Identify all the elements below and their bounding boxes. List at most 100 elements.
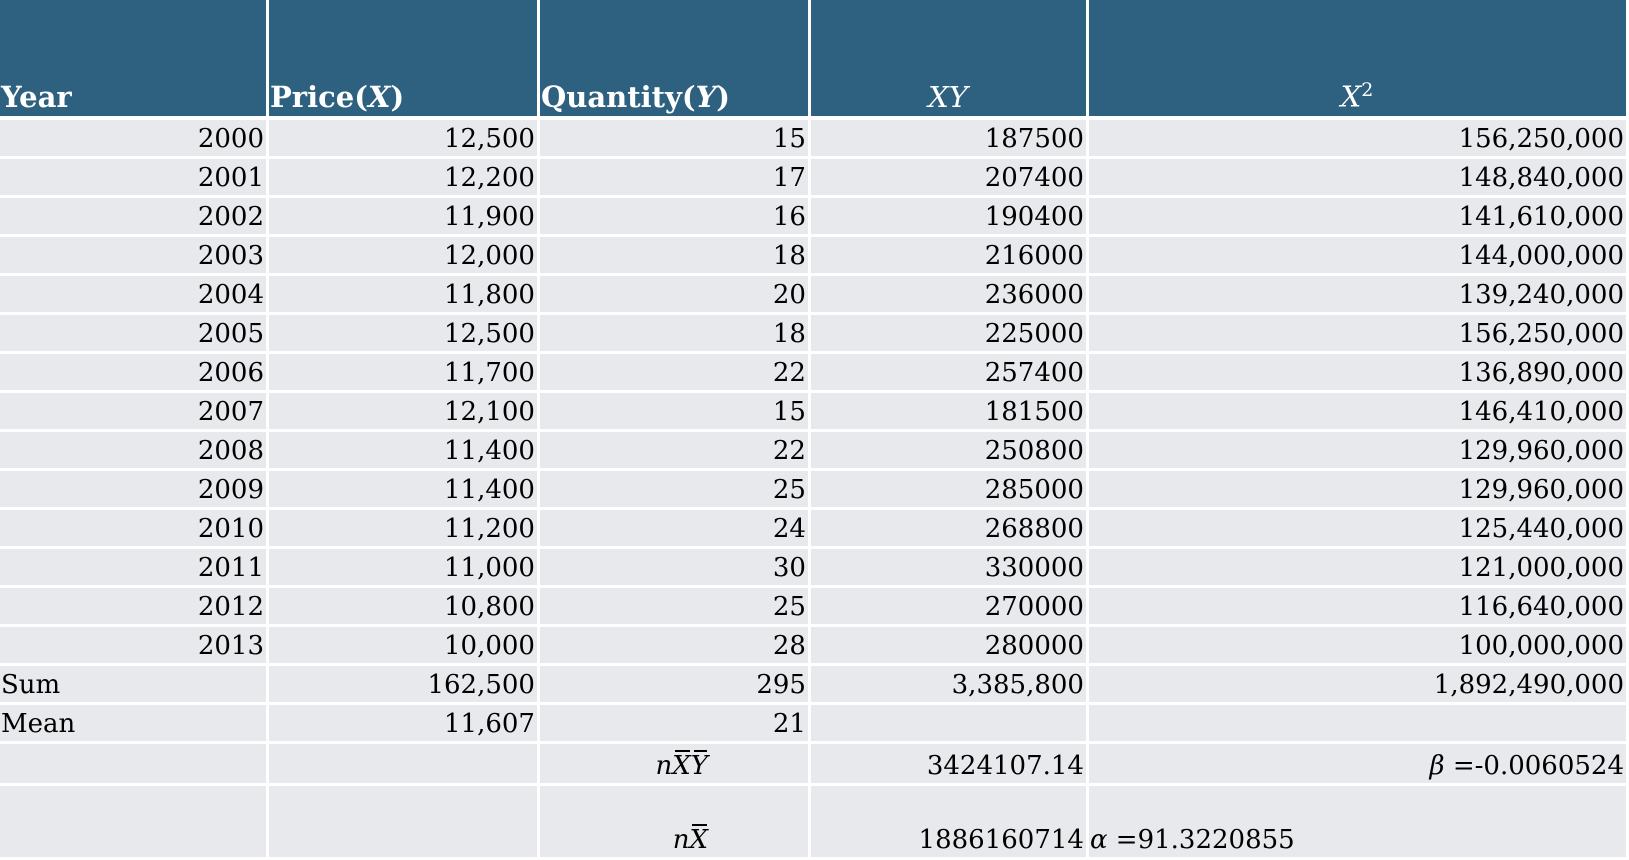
x-squared-cell[interactable]: 121,000,000 [1088,549,1629,588]
x-squared-cell[interactable]: 129,960,000 [1088,432,1629,471]
x-squared-cell[interactable]: 129,960,000 [1088,471,1629,510]
xy-cell[interactable]: 181500 [810,393,1089,432]
sum-x-squared-cell[interactable]: 1,892,490,000 [1088,666,1629,705]
table-row: 2004 11,800 20 236000 139,240,000 [0,276,1629,315]
x-squared-cell[interactable]: 156,250,000 [1088,315,1629,354]
table-row: 2008 11,400 22 250800 129,960,000 [0,432,1629,471]
year-cell[interactable]: 2013 [0,627,269,666]
year-cell[interactable]: 2002 [0,198,269,237]
mean-quantity-cell[interactable]: 21 [539,705,811,744]
price-cell[interactable]: 10,800 [268,588,540,627]
price-cell[interactable]: 11,700 [268,354,540,393]
header-xy[interactable]: XY [810,0,1089,120]
price-cell[interactable]: 12,200 [268,159,540,198]
x-squared-cell[interactable]: 136,890,000 [1088,354,1629,393]
year-cell[interactable]: 2000 [0,120,269,159]
year-cell[interactable]: 2006 [0,354,269,393]
quantity-cell[interactable]: 28 [539,627,811,666]
year-cell[interactable]: 2005 [0,315,269,354]
price-cell[interactable]: 12,500 [268,315,540,354]
xy-cell[interactable]: 216000 [810,237,1089,276]
xy-cell[interactable]: 250800 [810,432,1089,471]
x-squared-cell[interactable]: 146,410,000 [1088,393,1629,432]
quantity-cell[interactable]: 24 [539,510,811,549]
price-cell[interactable]: 11,900 [268,198,540,237]
xy-cell[interactable]: 190400 [810,198,1089,237]
xy-cell[interactable]: 330000 [810,549,1089,588]
quantity-cell[interactable]: 30 [539,549,811,588]
x-squared-cell[interactable]: 144,000,000 [1088,237,1629,276]
empty-cell[interactable] [268,786,540,860]
mean-x-squared-cell[interactable] [1088,705,1629,744]
mean-xy-cell[interactable] [810,705,1089,744]
xy-cell[interactable]: 270000 [810,588,1089,627]
x-squared-cell[interactable]: 141,610,000 [1088,198,1629,237]
empty-cell[interactable] [268,744,540,786]
quantity-cell[interactable]: 25 [539,588,811,627]
year-cell[interactable]: 2012 [0,588,269,627]
quantity-cell[interactable]: 22 [539,354,811,393]
x-squared-cell[interactable]: 148,840,000 [1088,159,1629,198]
xy-cell[interactable]: 187500 [810,120,1089,159]
year-cell[interactable]: 2004 [0,276,269,315]
header-x-squared[interactable]: X2 [1088,0,1629,120]
price-cell[interactable]: 11,200 [268,510,540,549]
quantity-cell[interactable]: 15 [539,393,811,432]
empty-cell[interactable] [0,744,269,786]
x-squared-cell[interactable]: 125,440,000 [1088,510,1629,549]
xy-cell[interactable]: 280000 [810,627,1089,666]
table-row: 2007 12,100 15 181500 146,410,000 [0,393,1629,432]
year-cell[interactable]: 2001 [0,159,269,198]
xy-cell[interactable]: 285000 [810,471,1089,510]
year-cell[interactable]: 2009 [0,471,269,510]
year-cell[interactable]: 2007 [0,393,269,432]
year-cell[interactable]: 2010 [0,510,269,549]
quantity-cell[interactable]: 20 [539,276,811,315]
header-quantity[interactable]: Quantity(Y) [539,0,811,120]
quantity-cell[interactable]: 22 [539,432,811,471]
header-price[interactable]: Price(X) [268,0,540,120]
table-row: 2013 10,000 28 280000 100,000,000 [0,627,1629,666]
price-cell[interactable]: 11,400 [268,432,540,471]
quantity-cell[interactable]: 15 [539,120,811,159]
x-squared-cell[interactable]: 156,250,000 [1088,120,1629,159]
empty-cell[interactable] [0,786,269,860]
x-squared-cell[interactable]: 139,240,000 [1088,276,1629,315]
sum-label[interactable]: Sum [0,666,269,705]
xy-cell[interactable]: 257400 [810,354,1089,393]
price-cell[interactable]: 12,500 [268,120,540,159]
xy-cell[interactable]: 236000 [810,276,1089,315]
quantity-cell[interactable]: 17 [539,159,811,198]
x-squared-cell[interactable]: 116,640,000 [1088,588,1629,627]
price-cell[interactable]: 11,800 [268,276,540,315]
header-year[interactable]: Year [0,0,269,120]
sum-xy-cell[interactable]: 3,385,800 [810,666,1089,705]
price-cell[interactable]: 12,100 [268,393,540,432]
price-cell[interactable]: 11,400 [268,471,540,510]
year-cell[interactable]: 2008 [0,432,269,471]
price-cell[interactable]: 11,000 [268,549,540,588]
quantity-cell[interactable]: 16 [539,198,811,237]
xy-cell[interactable]: 268800 [810,510,1089,549]
mean-price-cell[interactable]: 11,607 [268,705,540,744]
alpha-cell[interactable]: α =91.3220855 [1088,786,1629,860]
sum-quantity-cell[interactable]: 295 [539,666,811,705]
year-cell[interactable]: 2003 [0,237,269,276]
xy-cell[interactable]: 225000 [810,315,1089,354]
price-cell[interactable]: 12,000 [268,237,540,276]
xy-cell[interactable]: 207400 [810,159,1089,198]
quantity-cell[interactable]: 18 [539,315,811,354]
quantity-cell[interactable]: 18 [539,237,811,276]
beta-cell[interactable]: β =-0.0060524 [1088,744,1629,786]
n-xbar-label[interactable]: nX [539,786,811,860]
n-xbar-ybar-value[interactable]: 3424107.14 [810,744,1089,786]
price-cell[interactable]: 10,000 [268,627,540,666]
sum-price-cell[interactable]: 162,500 [268,666,540,705]
n-xbar-value[interactable]: 1886160714 [810,786,1089,860]
quantity-cell[interactable]: 25 [539,471,811,510]
x-squared-cell[interactable]: 100,000,000 [1088,627,1629,666]
year-cell[interactable]: 2011 [0,549,269,588]
n-xbar-ybar-label[interactable]: nXY [539,744,811,786]
mean-label[interactable]: Mean [0,705,269,744]
table-row: 2012 10,800 25 270000 116,640,000 [0,588,1629,627]
